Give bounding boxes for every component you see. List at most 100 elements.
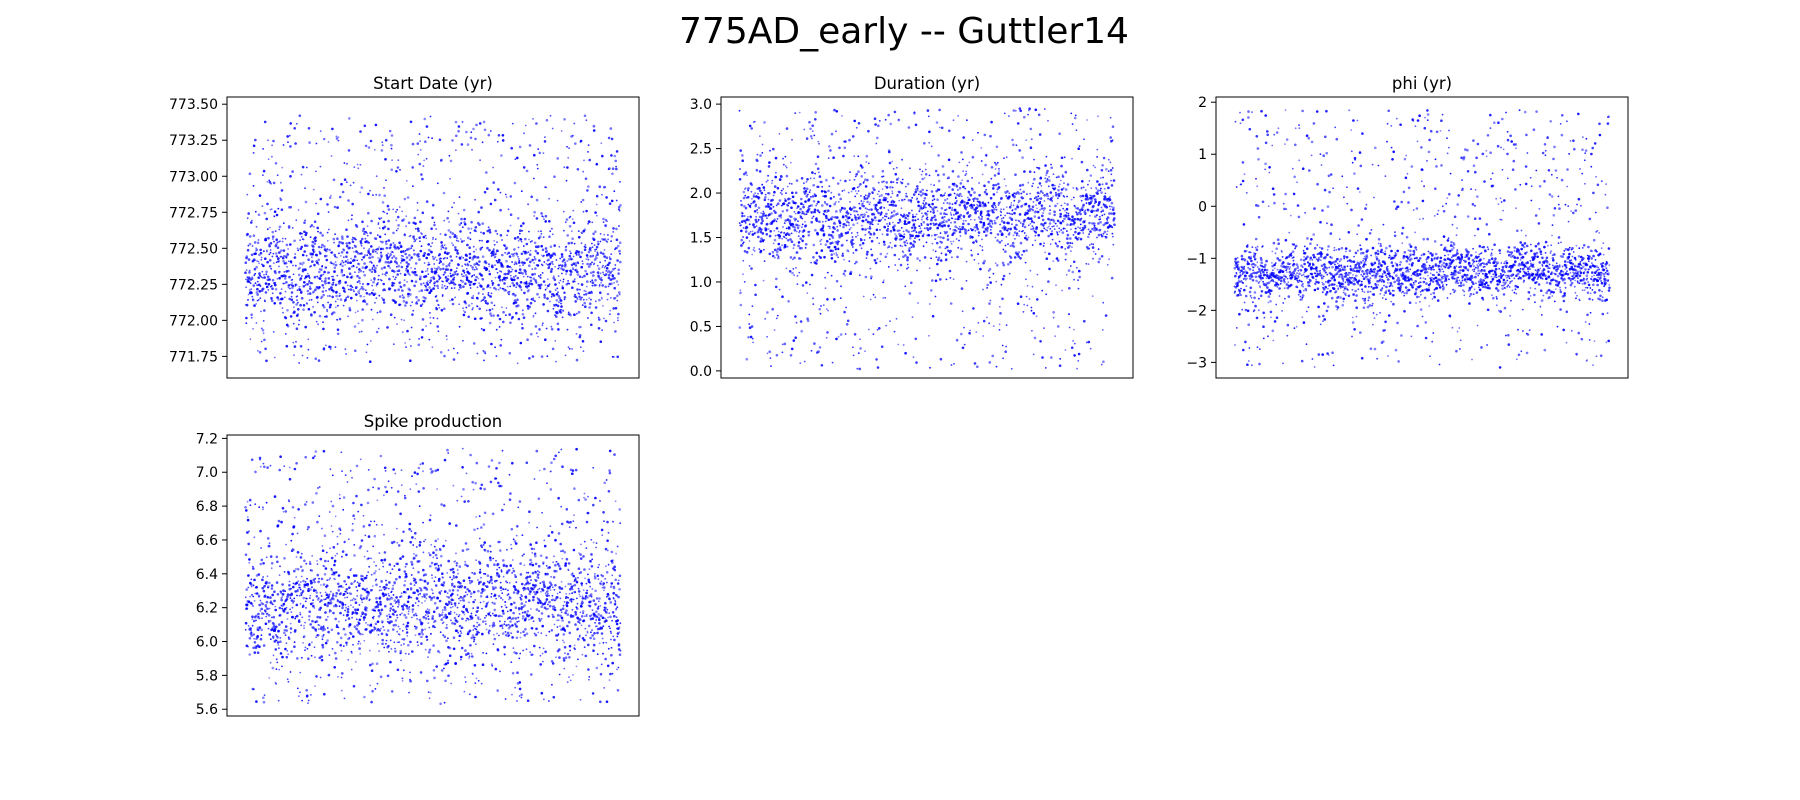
scatter-point: [909, 242, 913, 245]
scatter-point: [600, 278, 603, 282]
scatter-point: [572, 209, 575, 212]
scatter-point: [999, 223, 1001, 226]
scatter-point: [818, 307, 821, 311]
scatter-point: [1033, 171, 1036, 174]
scatter-point: [535, 198, 539, 202]
scatter-point: [312, 245, 315, 248]
scatter-point: [998, 167, 1000, 170]
scatter-point: [774, 234, 777, 237]
subplot-title: Start Date (yr): [373, 74, 493, 93]
scatter-point: [984, 163, 987, 167]
scatter-point: [841, 252, 844, 255]
scatter-point: [812, 303, 815, 305]
scatter-point: [312, 290, 315, 294]
scatter-point: [548, 197, 550, 200]
scatter-point: [447, 349, 450, 352]
scatter-point: [807, 234, 811, 237]
scatter-point: [937, 256, 941, 260]
scatter-point: [503, 244, 507, 247]
scatter-point: [785, 192, 787, 195]
scatter-point: [1031, 208, 1035, 212]
scatter-point: [981, 249, 984, 252]
scatter-point: [1044, 251, 1046, 254]
scatter-point: [961, 158, 964, 161]
scatter-point: [615, 238, 619, 242]
scatter-point: [416, 302, 419, 305]
scatter-point: [327, 281, 331, 285]
scatter-point: [1066, 203, 1069, 206]
scatter-point: [367, 192, 370, 196]
scatter-point: [524, 270, 527, 273]
scatter-point: [414, 273, 417, 277]
scatter-point: [828, 246, 831, 248]
scatter-point: [482, 328, 486, 332]
scatter-point: [934, 238, 937, 241]
scatter-point: [266, 260, 269, 264]
scatter-point: [319, 252, 322, 255]
scatter-point: [604, 285, 607, 289]
scatter-point: [781, 193, 783, 196]
scatter-point: [387, 219, 390, 223]
scatter-point: [290, 262, 293, 264]
scatter-point: [754, 192, 757, 195]
scatter-point: [773, 229, 776, 232]
scatter-point: [1051, 200, 1053, 202]
scatter-point: [959, 213, 962, 217]
scatter-point: [497, 134, 501, 137]
scatter-point: [413, 253, 416, 256]
scatter-point: [921, 212, 923, 215]
scatter-point: [379, 247, 383, 251]
scatter-point: [790, 232, 793, 235]
scatter-point: [1073, 116, 1077, 120]
scatter-point: [297, 301, 299, 304]
scatter-point: [864, 234, 867, 236]
scatter-point: [253, 304, 256, 307]
scatter-point: [872, 333, 875, 336]
scatter-point: [298, 288, 302, 292]
scatter-point: [857, 190, 860, 192]
scatter-point: [950, 364, 953, 366]
scatter-point: [839, 197, 842, 201]
scatter-point: [910, 281, 913, 285]
scatter-point: [494, 276, 497, 279]
scatter-point: [1043, 108, 1046, 110]
scatter-point: [890, 196, 892, 199]
scatter-point: [967, 211, 970, 213]
subplot-grid: Start Date (yr)771.75772.00772.25772.507…: [169, 74, 1629, 718]
scatter-point: [820, 243, 822, 246]
scatter-point: [492, 314, 495, 317]
scatter-point: [948, 206, 951, 210]
scatter-point: [939, 278, 942, 281]
scatter-point: [902, 251, 905, 254]
scatter-point: [536, 292, 539, 296]
scatter-point: [272, 238, 274, 240]
scatter-point: [538, 151, 542, 155]
scatter-point: [1077, 236, 1080, 239]
scatter-point: [463, 271, 466, 274]
scatter-point: [953, 208, 957, 212]
scatter-point: [780, 231, 783, 234]
scatter-point: [353, 166, 356, 169]
scatter-point: [289, 122, 293, 125]
scatter-point: [319, 130, 322, 133]
scatter-point: [568, 147, 570, 150]
scatter-point: [587, 185, 590, 188]
scatter-point: [1034, 210, 1037, 213]
scatter-point: [387, 227, 390, 231]
scatter-point: [567, 346, 570, 349]
scatter-point: [344, 260, 348, 263]
scatter-point: [362, 271, 365, 273]
scatter-point: [484, 352, 487, 355]
scatter-point: [805, 137, 809, 140]
scatter-point: [382, 298, 385, 302]
scatter-point: [439, 351, 443, 354]
scatter-point: [1015, 144, 1018, 147]
scatter-point: [790, 206, 793, 209]
scatter-point: [890, 180, 893, 184]
scatter-point: [610, 282, 613, 286]
scatter-point: [599, 261, 601, 264]
scatter-point: [263, 338, 266, 342]
scatter-point: [604, 224, 607, 227]
scatter-point: [878, 198, 882, 202]
scatter-point: [926, 216, 929, 219]
